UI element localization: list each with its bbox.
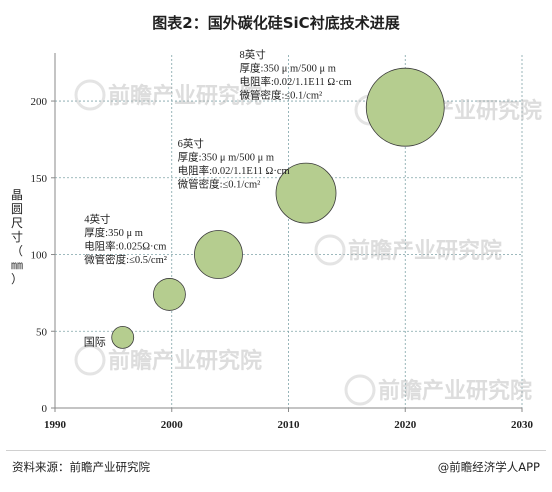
y-tick-label: 50 bbox=[36, 326, 48, 338]
annotation-line: 厚度:350 μ m/500 μ m bbox=[239, 62, 335, 75]
annotation-line: 微管密度:≤0.5/cm² bbox=[84, 253, 167, 266]
watermark-logo bbox=[74, 79, 106, 111]
bubble-label: 国际 bbox=[84, 335, 106, 348]
x-tick-label: 2000 bbox=[161, 419, 184, 431]
annotation-line: 电阻率:0.025Ω·cm bbox=[84, 239, 166, 252]
source-note: 资料来源：前瞻产业研究院 bbox=[12, 460, 150, 474]
watermark-text: 前瞻产业研究院 bbox=[108, 348, 262, 374]
annotation-line: 微管密度:≤0.1/cm² bbox=[239, 89, 322, 102]
bubble bbox=[194, 230, 243, 279]
y-axis-label-char: ㎜ bbox=[10, 258, 23, 272]
annotation-line: 6英寸 bbox=[178, 137, 204, 150]
annotation-line: 厚度:350 μ m/500 μ m bbox=[178, 151, 274, 164]
annotation-line: 电阻率:0.02/1.1E11 Ω·cm bbox=[239, 75, 351, 88]
watermark-logo bbox=[74, 344, 106, 376]
bubble bbox=[275, 162, 337, 224]
bubble bbox=[153, 278, 186, 311]
watermark-logo bbox=[314, 234, 346, 266]
annotation-line: 厚度:350 μ m bbox=[84, 226, 143, 239]
footer-divider bbox=[6, 450, 546, 451]
watermark-text: 前瞻产业研究院 bbox=[108, 83, 262, 109]
y-axis-label-char: （ bbox=[10, 244, 23, 258]
brand-credit: @前瞻经济学人APP bbox=[437, 460, 540, 474]
y-axis-label-char: 圆 bbox=[10, 202, 23, 216]
x-tick-label: 2030 bbox=[511, 419, 534, 431]
y-tick-label: 150 bbox=[31, 173, 48, 185]
y-tick-label: 200 bbox=[31, 96, 48, 108]
bubble bbox=[111, 325, 135, 349]
x-tick-label: 2010 bbox=[278, 419, 301, 431]
watermark-text: 前瞻产业研究院 bbox=[378, 378, 532, 404]
y-axis-label-char: ） bbox=[10, 272, 23, 286]
y-tick-label: 100 bbox=[31, 250, 48, 262]
annotation-line: 4英寸 bbox=[84, 212, 110, 225]
y-axis-label-char: 寸 bbox=[10, 230, 23, 244]
annotation-line: 电阻率:0.02/1.1E11 Ω·cm bbox=[178, 164, 290, 177]
y-axis-label: 晶 圆 尺 寸 （ ㎜ ） bbox=[8, 188, 26, 286]
watermark-logo bbox=[344, 374, 376, 406]
annotation-line: 8英寸 bbox=[239, 48, 265, 61]
x-tick-label: 1990 bbox=[44, 419, 67, 431]
bubble-chart: 前瞻产业研究院前瞻产业研究院前瞻产业研究院前瞻产业研究院前瞻产业研究院05010… bbox=[31, 48, 543, 431]
chart-title: 图表2：国外碳化硅SiC衬底技术进展 bbox=[152, 14, 400, 32]
y-axis-label-char: 晶 bbox=[10, 188, 23, 202]
x-tick-label: 2020 bbox=[394, 419, 417, 431]
y-tick-label: 0 bbox=[42, 403, 48, 415]
watermark-text: 前瞻产业研究院 bbox=[348, 238, 502, 264]
annotation-line: 微管密度:≤0.1/cm² bbox=[178, 178, 261, 191]
y-axis-label-char: 尺 bbox=[10, 216, 23, 230]
bubble bbox=[365, 67, 445, 147]
